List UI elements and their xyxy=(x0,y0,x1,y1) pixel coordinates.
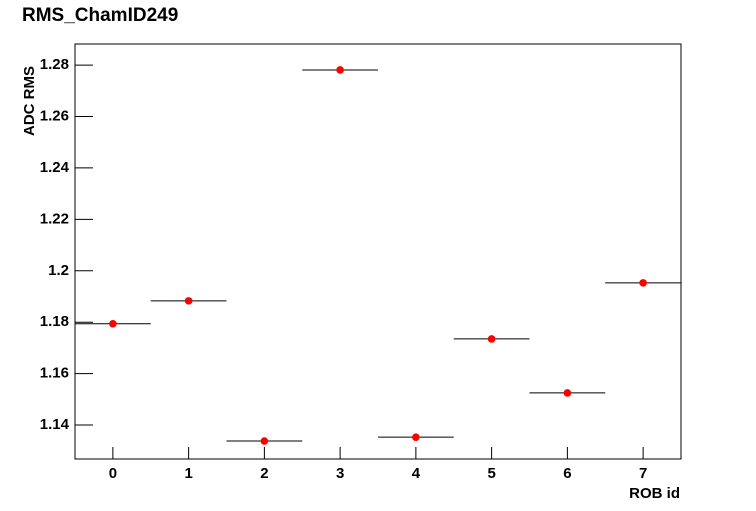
point xyxy=(260,437,269,445)
point xyxy=(336,66,344,74)
point xyxy=(184,297,193,305)
y-axis-label: ADC RMS xyxy=(21,66,38,136)
x-tick-label: 0 xyxy=(109,465,117,482)
x-tick-label: 1 xyxy=(184,465,192,482)
y-tick-label: 1.24 xyxy=(40,159,70,176)
x-tick-label: 3 xyxy=(336,465,344,482)
y-tick-label: 1.18 xyxy=(40,313,69,330)
point xyxy=(412,433,420,441)
point xyxy=(563,389,572,397)
point xyxy=(109,319,117,328)
x-tick-label: 6 xyxy=(563,465,571,482)
y-tick-label: 1.28 xyxy=(40,56,69,73)
y-tick-label: 1.14 xyxy=(40,416,70,433)
plot-frame xyxy=(74,43,682,460)
y-tick-label: 1.22 xyxy=(40,210,69,227)
chart-title: RMS_ChamID249 xyxy=(22,5,178,26)
x-tick-label: 2 xyxy=(260,465,268,482)
y-tick-label: 1.26 xyxy=(40,107,69,124)
point xyxy=(639,279,647,287)
y-tick-label: 1.16 xyxy=(40,365,69,382)
x-tick-label: 5 xyxy=(487,465,495,482)
y-tick-label: 1.2 xyxy=(48,262,69,279)
point xyxy=(487,335,496,343)
x-tick-label: 7 xyxy=(639,465,647,482)
x-tick-label: 4 xyxy=(412,465,421,482)
x-axis-label: ROB id xyxy=(629,485,680,502)
